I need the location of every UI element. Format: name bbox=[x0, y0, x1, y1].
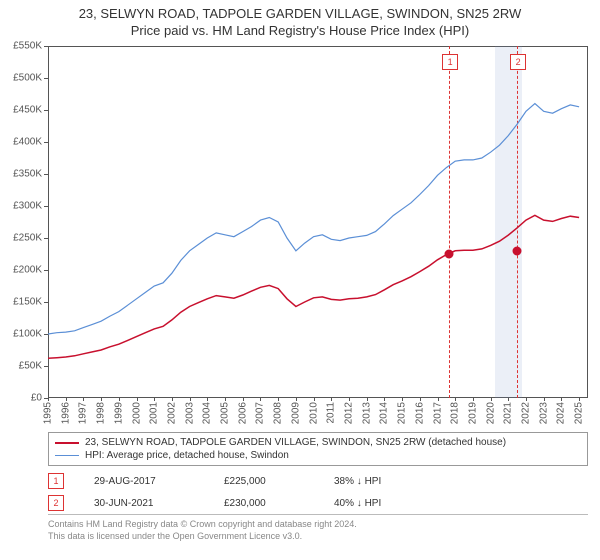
x-tick-label: 2021 bbox=[503, 402, 514, 424]
x-tick-label: 1998 bbox=[96, 402, 107, 424]
x-tick-label: 2025 bbox=[574, 402, 585, 424]
y-tick-label: £100K bbox=[13, 329, 42, 340]
price-marker bbox=[445, 250, 454, 259]
y-tick-label: £200K bbox=[13, 265, 42, 276]
x-tick-label: 2017 bbox=[432, 402, 443, 424]
y-tick-label: £450K bbox=[13, 105, 42, 116]
x-tick-label: 1997 bbox=[78, 402, 89, 424]
transaction-price: £230,000 bbox=[224, 498, 304, 509]
x-tick-label: 2023 bbox=[538, 402, 549, 424]
legend-row: HPI: Average price, detached house, Swin… bbox=[55, 449, 581, 462]
series-hpi bbox=[48, 104, 579, 334]
legend-swatch bbox=[55, 455, 79, 456]
x-tick-label: 2004 bbox=[202, 402, 213, 424]
transaction-row: 2 30-JUN-2021 £230,000 40% ↓ HPI bbox=[48, 492, 588, 514]
x-tick-label: 2000 bbox=[131, 402, 142, 424]
footer-line-1: Contains HM Land Registry data © Crown c… bbox=[48, 519, 588, 531]
x-tick-label: 2024 bbox=[556, 402, 567, 424]
x-tick-label: 2003 bbox=[184, 402, 195, 424]
x-tick-label: 1995 bbox=[43, 402, 54, 424]
y-tick-label: £400K bbox=[13, 137, 42, 148]
x-tick-label: 2010 bbox=[308, 402, 319, 424]
y-tick-label: £0 bbox=[31, 393, 42, 404]
transaction-price: £225,000 bbox=[224, 476, 304, 487]
transaction-pct: 38% ↓ HPI bbox=[334, 476, 424, 487]
x-tick-label: 2011 bbox=[326, 402, 337, 424]
x-tick-label: 2013 bbox=[361, 402, 372, 424]
footer-line-2: This data is licensed under the Open Gov… bbox=[48, 531, 588, 543]
transaction-row: 1 29-AUG-2017 £225,000 38% ↓ HPI bbox=[48, 470, 588, 492]
x-tick-label: 2016 bbox=[414, 402, 425, 424]
x-tick-label: 2019 bbox=[467, 402, 478, 424]
y-tick-label: £150K bbox=[13, 297, 42, 308]
x-tick-label: 2009 bbox=[290, 402, 301, 424]
chart-container: 23, SELWYN ROAD, TADPOLE GARDEN VILLAGE,… bbox=[0, 0, 600, 560]
x-tick-label: 2002 bbox=[166, 402, 177, 424]
line-series-svg bbox=[48, 46, 588, 398]
y-tick-label: £550K bbox=[13, 41, 42, 52]
title-block: 23, SELWYN ROAD, TADPOLE GARDEN VILLAGE,… bbox=[0, 0, 600, 40]
transaction-date: 30-JUN-2021 bbox=[94, 498, 194, 509]
y-tick-label: £500K bbox=[13, 73, 42, 84]
price-marker bbox=[513, 246, 522, 255]
y-tick-label: £50K bbox=[19, 361, 42, 372]
x-tick-label: 2008 bbox=[273, 402, 284, 424]
x-tick-label: 2007 bbox=[255, 402, 266, 424]
y-tick-label: £250K bbox=[13, 233, 42, 244]
title-line-2: Price paid vs. HM Land Registry's House … bbox=[0, 23, 600, 40]
x-tick-label: 1999 bbox=[113, 402, 124, 424]
x-tick-label: 2015 bbox=[397, 402, 408, 424]
transaction-date: 29-AUG-2017 bbox=[94, 476, 194, 487]
transaction-badge: 1 bbox=[48, 473, 64, 489]
legend-label: HPI: Average price, detached house, Swin… bbox=[85, 450, 289, 461]
legend: 23, SELWYN ROAD, TADPOLE GARDEN VILLAGE,… bbox=[48, 432, 588, 466]
chart-area: £0£50K£100K£150K£200K£250K£300K£350K£400… bbox=[48, 46, 588, 398]
title-line-1: 23, SELWYN ROAD, TADPOLE GARDEN VILLAGE,… bbox=[0, 6, 600, 23]
footer: Contains HM Land Registry data © Crown c… bbox=[48, 514, 588, 542]
transaction-pct: 40% ↓ HPI bbox=[334, 498, 424, 509]
x-tick-label: 2001 bbox=[149, 402, 160, 424]
legend-label: 23, SELWYN ROAD, TADPOLE GARDEN VILLAGE,… bbox=[85, 437, 506, 448]
reference-badge: 1 bbox=[442, 54, 458, 70]
x-tick-label: 2006 bbox=[237, 402, 248, 424]
x-tick-label: 2020 bbox=[485, 402, 496, 424]
legend-swatch bbox=[55, 442, 79, 444]
x-tick-label: 2012 bbox=[343, 402, 354, 424]
x-tick-label: 2022 bbox=[521, 402, 532, 424]
x-tick-label: 2014 bbox=[379, 402, 390, 424]
y-tick-label: £350K bbox=[13, 169, 42, 180]
x-tick-label: 2018 bbox=[450, 402, 461, 424]
transaction-table: 1 29-AUG-2017 £225,000 38% ↓ HPI 2 30-JUN-202… bbox=[48, 470, 588, 514]
x-tick-label: 2005 bbox=[220, 402, 231, 424]
y-tick-label: £300K bbox=[13, 201, 42, 212]
x-tick-label: 1996 bbox=[60, 402, 71, 424]
reference-badge: 2 bbox=[510, 54, 526, 70]
legend-row: 23, SELWYN ROAD, TADPOLE GARDEN VILLAGE,… bbox=[55, 436, 581, 449]
transaction-badge: 2 bbox=[48, 495, 64, 511]
